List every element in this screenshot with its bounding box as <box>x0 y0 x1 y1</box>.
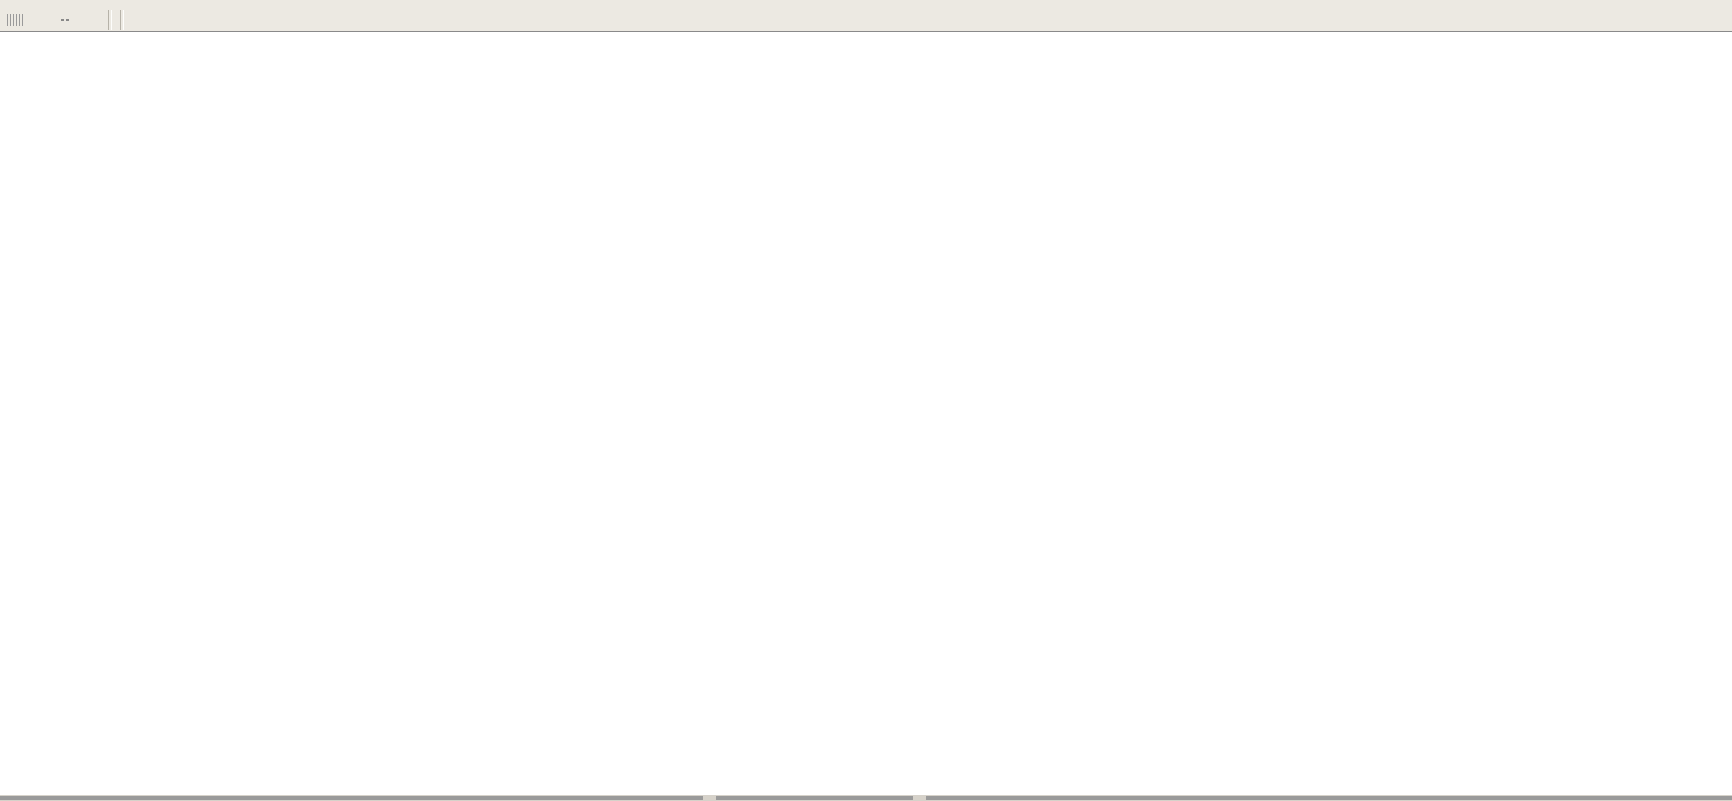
bottom-scroll-strip[interactable] <box>0 795 1732 801</box>
scrollbar-segment[interactable] <box>926 796 1732 800</box>
snap-grid-icon[interactable] <box>0 9 26 31</box>
letter-t-icon <box>61 18 69 21</box>
toolbar-row-main <box>0 7 1732 32</box>
scrollbar-segment[interactable] <box>716 796 913 800</box>
toolbar-separator <box>120 9 124 30</box>
text-box-tool[interactable] <box>52 9 78 31</box>
toolbar <box>0 0 1732 32</box>
toolbar-separator <box>108 9 112 30</box>
scrollbar-segment[interactable] <box>0 796 703 800</box>
